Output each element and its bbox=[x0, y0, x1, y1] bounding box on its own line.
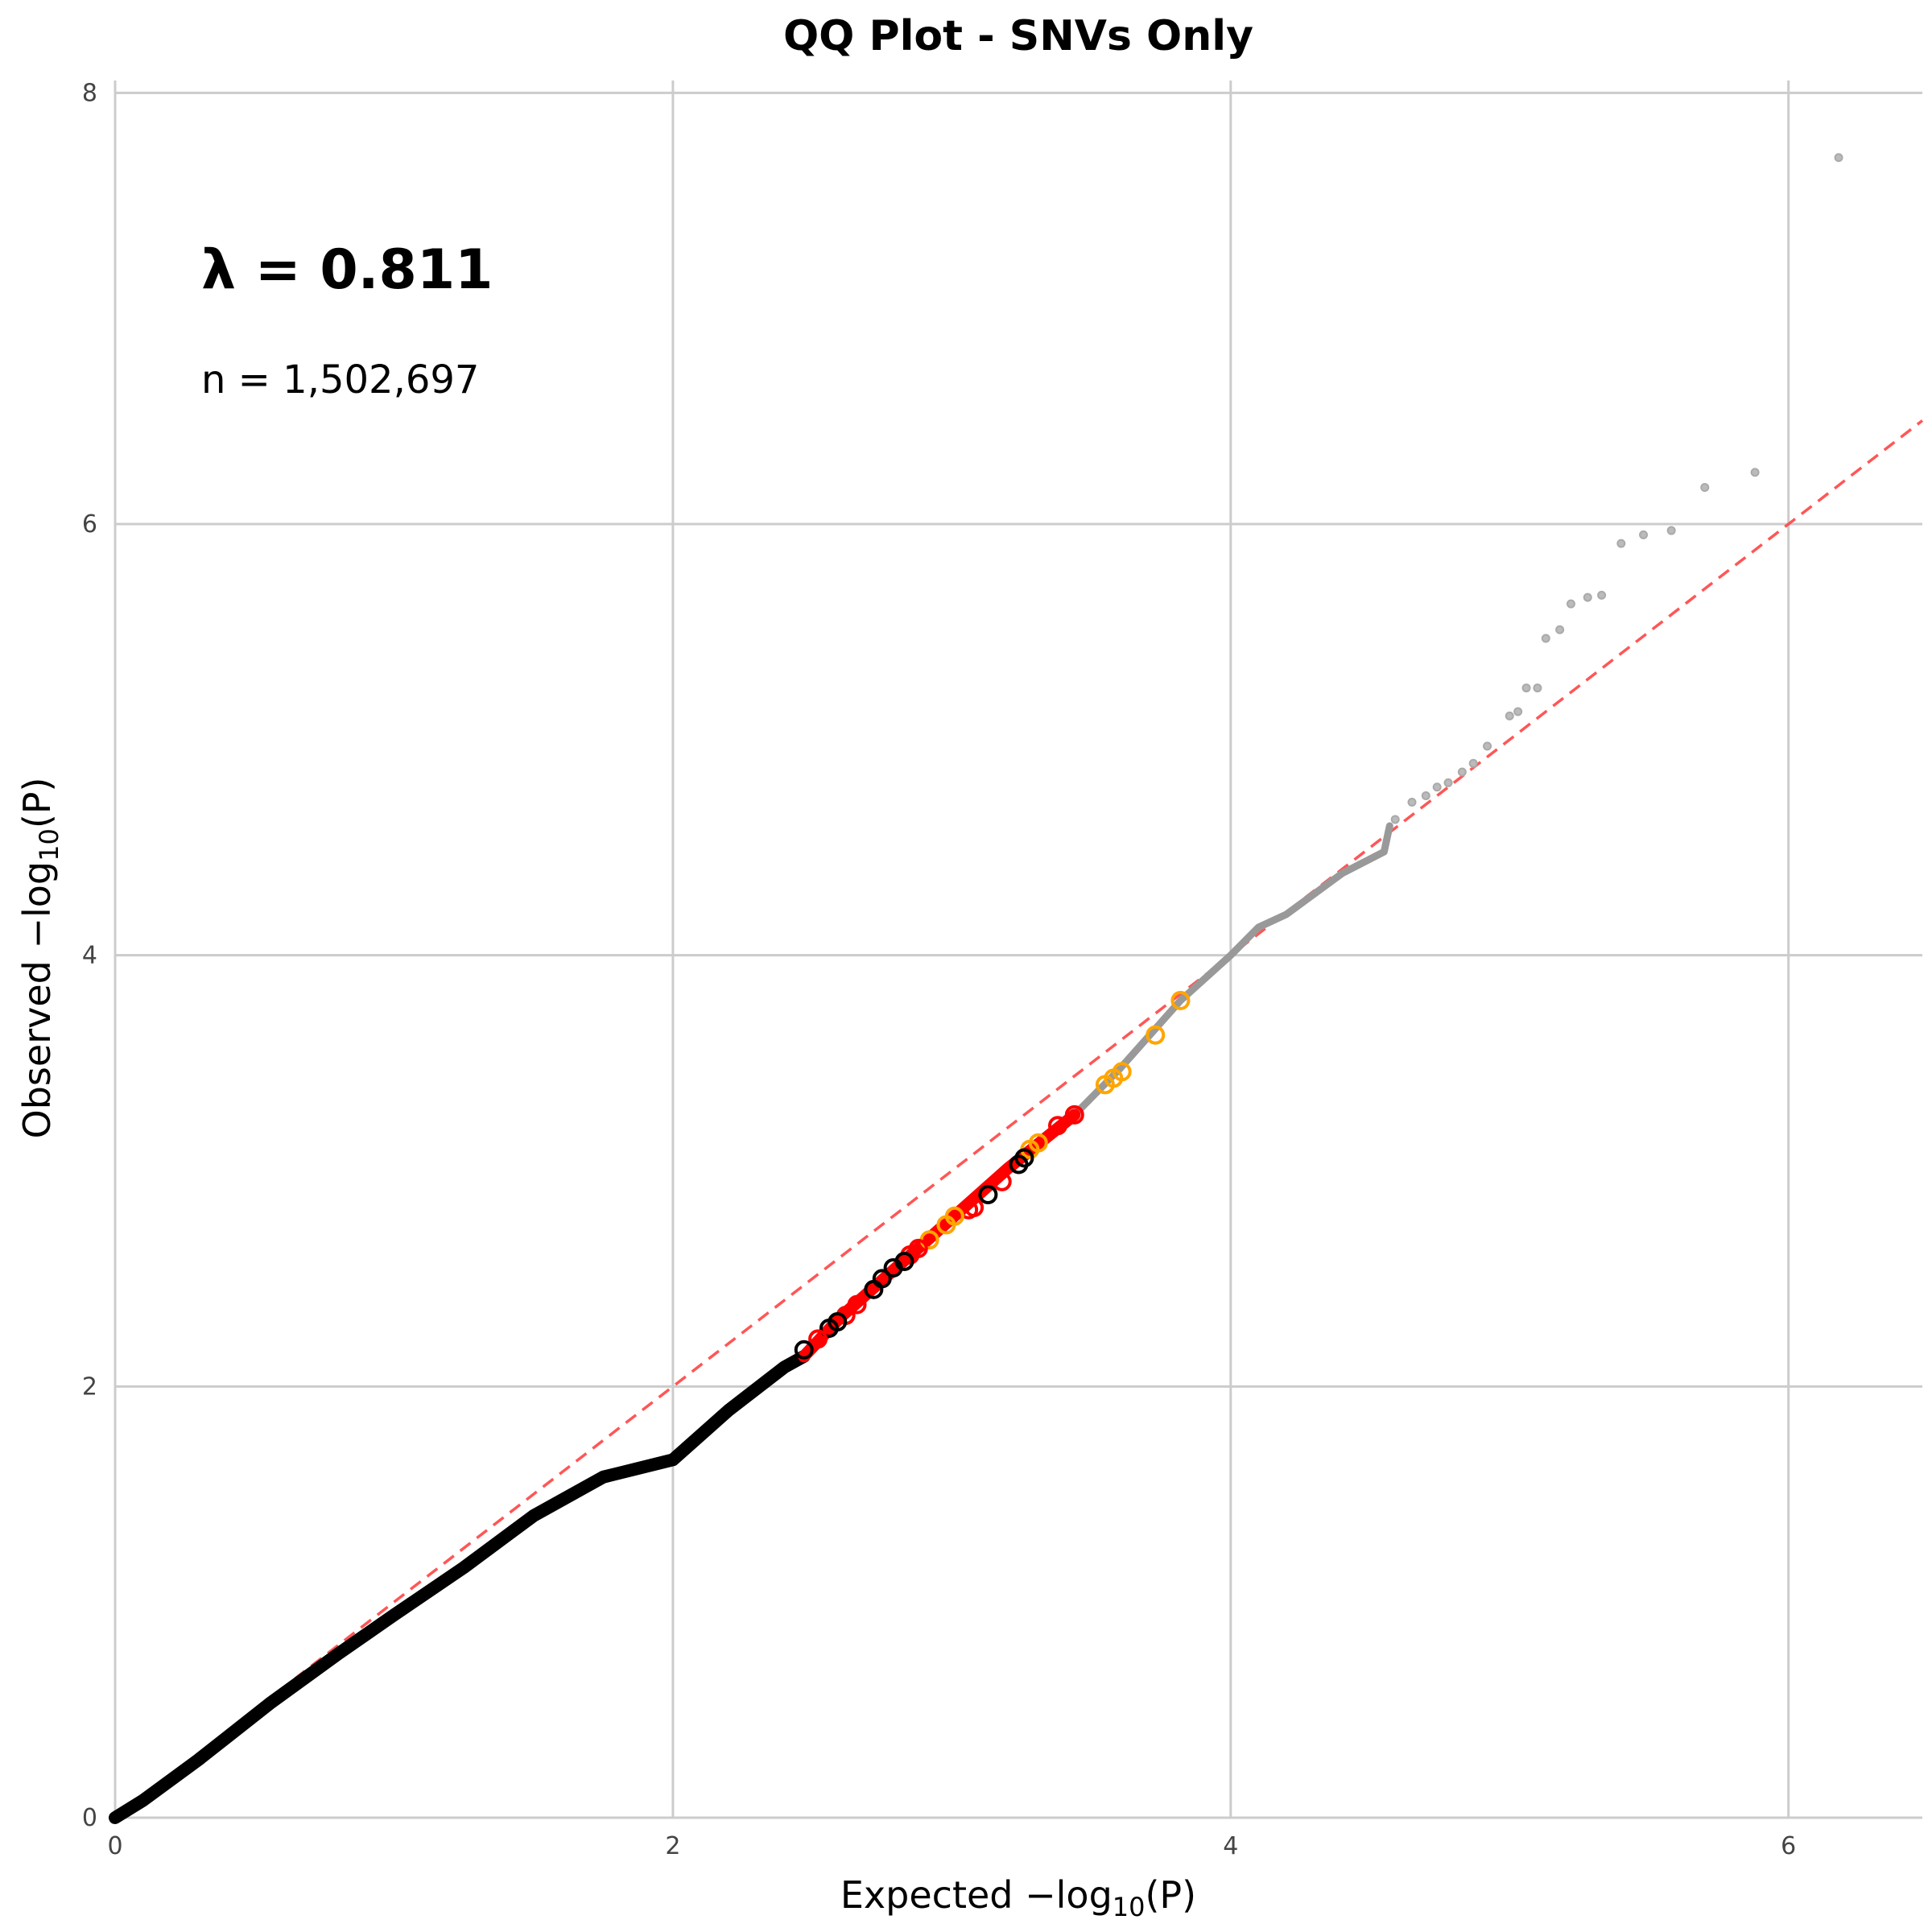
highlighted-point bbox=[847, 1294, 867, 1315]
tail-point bbox=[1457, 767, 1467, 777]
x-tick-label: 4 bbox=[1223, 1832, 1238, 1860]
tail-point bbox=[1555, 625, 1565, 634]
tail-point bbox=[1443, 778, 1453, 787]
tail-point bbox=[1639, 530, 1649, 539]
lambda-annotation: λ = 0.811 bbox=[201, 238, 493, 302]
x-tick-label: 0 bbox=[107, 1832, 122, 1860]
y-tick-label: 2 bbox=[82, 1373, 97, 1401]
tail-point bbox=[1407, 798, 1417, 807]
highlighted-point bbox=[978, 1184, 998, 1204]
tick-labels: 0 2 4 6 0 2 4 6 8 bbox=[82, 79, 1796, 1860]
tail-point bbox=[1834, 153, 1843, 163]
highlighted-point bbox=[936, 1215, 956, 1235]
highlighted-point bbox=[883, 1258, 903, 1278]
tail-point bbox=[1390, 815, 1400, 824]
bulk-curve bbox=[109, 1349, 811, 1824]
tail-point bbox=[1521, 683, 1531, 693]
highlighted-point bbox=[1170, 990, 1191, 1010]
tail-curve bbox=[1071, 822, 1393, 1119]
n-annotation: n = 1,502,697 bbox=[201, 357, 479, 402]
tail-point bbox=[1597, 590, 1607, 600]
highlighted-point bbox=[1009, 1154, 1029, 1174]
highlighted-point bbox=[992, 1171, 1012, 1191]
tail-point bbox=[1750, 468, 1760, 477]
tail-point bbox=[1505, 711, 1514, 720]
highlighted-point bbox=[794, 1340, 814, 1360]
x-tick-label: 6 bbox=[1781, 1832, 1796, 1860]
tail-point bbox=[1566, 599, 1575, 609]
y-tick-label: 8 bbox=[82, 79, 97, 107]
highlighted-point bbox=[1095, 1075, 1115, 1095]
y-tick-label: 0 bbox=[82, 1804, 97, 1832]
x-tick-label: 2 bbox=[665, 1832, 680, 1860]
tail-point bbox=[1616, 539, 1626, 548]
tail-point bbox=[1421, 791, 1430, 800]
y-tick-label: 6 bbox=[82, 510, 97, 539]
tail-point bbox=[1468, 758, 1478, 768]
tail-point bbox=[1541, 634, 1550, 643]
tail-point bbox=[1513, 707, 1523, 716]
y-axis-label: Observed −log10(P) bbox=[15, 778, 64, 1139]
highlighted-point bbox=[819, 1319, 839, 1339]
highlighted-point bbox=[864, 1279, 884, 1299]
tail-point bbox=[1700, 482, 1710, 492]
highlighted-point bbox=[1146, 1025, 1166, 1045]
chart-title: QQ Plot - SNVs Only bbox=[783, 12, 1253, 60]
y-tick-label: 4 bbox=[82, 942, 97, 970]
tail-point bbox=[1533, 683, 1542, 693]
tail-point bbox=[1483, 741, 1492, 751]
tail-point bbox=[1432, 782, 1442, 792]
reference-line bbox=[128, 419, 1924, 1808]
highlighted-point bbox=[1064, 1104, 1084, 1125]
highlighted-point bbox=[808, 1329, 828, 1349]
highlighted-point bbox=[1048, 1116, 1068, 1136]
x-axis-label: Expected −log10(P) bbox=[840, 1873, 1196, 1922]
data-points bbox=[109, 153, 1843, 1824]
tail-point bbox=[1583, 592, 1592, 602]
grid bbox=[114, 80, 1922, 1819]
tail-point bbox=[1666, 526, 1676, 535]
